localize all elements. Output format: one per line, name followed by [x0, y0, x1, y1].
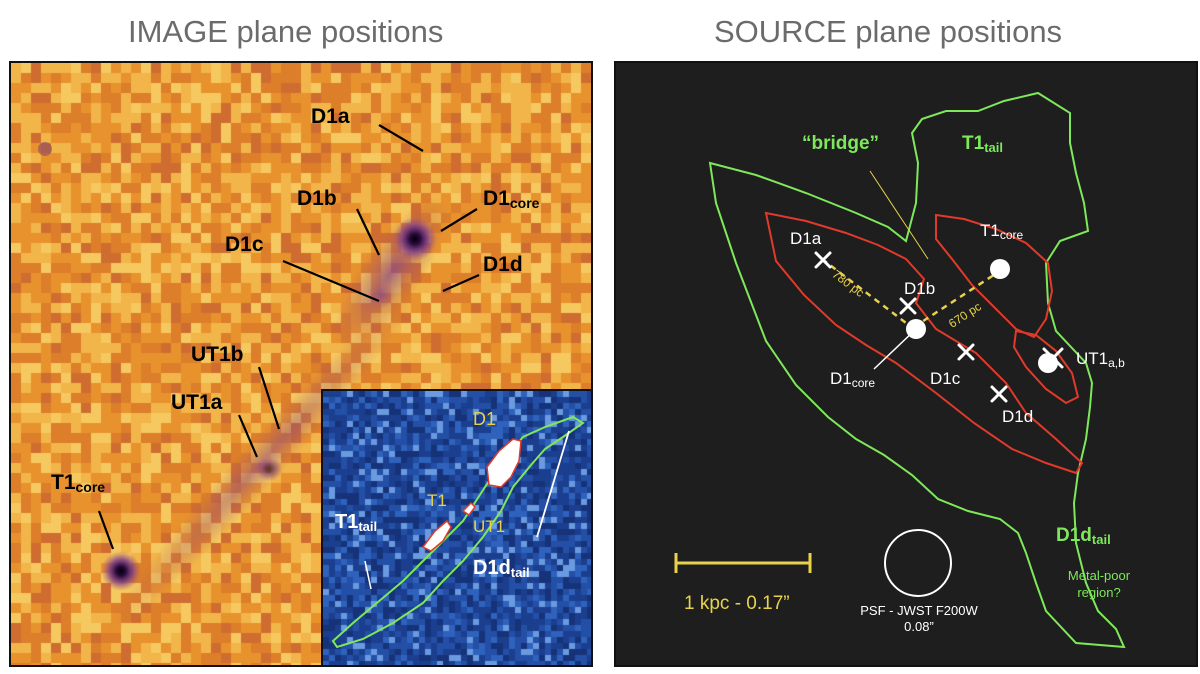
label-src-d1b: D1b [904, 279, 936, 298]
inset-t1-contour [421, 519, 452, 552]
small-blob [38, 142, 52, 156]
inset-t1tail-leader [364, 560, 372, 590]
inset-panel: D1 T1 UT1 T1tail D1dtail [321, 389, 591, 665]
label-d1core: D1core [483, 187, 540, 211]
label-t1tail: T1tail [962, 133, 1003, 155]
label-ut1a: UT1a [171, 391, 223, 414]
label-ut1b: UT1b [191, 343, 244, 366]
source-plane-drawing [674, 91, 1126, 649]
marker-d1b [899, 297, 917, 315]
d1-core-blob [393, 217, 437, 261]
inset-label-t1tail: T1tail [335, 511, 378, 534]
label-metal-poor: Metal-poor region? [1067, 568, 1131, 600]
t1-core-blob [101, 551, 141, 591]
source-red-contour-ut1 [1012, 329, 1080, 405]
source-green-contour [708, 91, 1126, 649]
marker-d1d [990, 385, 1008, 403]
scale-bar [674, 553, 812, 573]
label-src-ut1ab: UT1a,b [1076, 349, 1125, 370]
inset-d1-contour [486, 438, 522, 488]
d1c-blob [367, 281, 395, 309]
ut1-blob [255, 457, 283, 481]
label-d1d: D1d [483, 253, 523, 276]
label-src-d1core: D1core [830, 369, 876, 390]
inset-label-t1: T1 [427, 491, 447, 510]
d1core-leader [873, 328, 917, 370]
label-d1b: D1b [297, 187, 337, 210]
inset-contours [331, 415, 585, 649]
image-plane-panel: D1a D1b D1core D1c D1d UT1b UT1a T1core … [9, 61, 593, 667]
marker-d1a [814, 251, 832, 269]
inset-d1dtail-leader [536, 430, 570, 538]
inset-label-d1dtail: D1dtail [473, 557, 530, 580]
label-bridge: “bridge” [802, 133, 880, 154]
source-plane-panel: “bridge” T1tail D1dtail Metal-poor region… [614, 61, 1198, 667]
label-src-d1d: D1d [1002, 407, 1034, 426]
marker-d1c [957, 343, 975, 361]
inset-ut1-contour [461, 501, 476, 517]
label-t1core: T1core [51, 471, 106, 495]
inset-label-d1: D1 [473, 409, 497, 429]
marker-t1core [990, 259, 1010, 279]
source-red-contour-t1 [935, 213, 1054, 339]
inset-label-ut1: UT1 [473, 517, 506, 536]
source-plane-title: SOURCE plane positions [714, 14, 1063, 49]
label-psf: PSF - JWST F200W 0.08” [860, 603, 978, 634]
source-red-contour-d1 [764, 211, 1084, 475]
label-d1dtail: D1dtail [1056, 525, 1111, 547]
label-src-t1core: T1core [980, 221, 1024, 242]
marker-ut1-cross [1042, 347, 1064, 369]
label-d1c: D1c [225, 233, 264, 256]
inset-green-contour [331, 415, 585, 649]
image-plane-features [38, 124, 480, 635]
label-src-d1a: D1a [790, 229, 822, 248]
label-d1a: D1a [311, 105, 350, 128]
distance-line-780 [821, 258, 915, 330]
label-src-d1c: D1c [930, 369, 961, 388]
label-scale: 1 kpc - 0.17” [684, 593, 790, 614]
psf-circle [884, 529, 952, 597]
leader-lines [97, 124, 480, 550]
image-plane-title: IMAGE plane positions [128, 14, 444, 49]
bridge-leader [869, 170, 929, 260]
